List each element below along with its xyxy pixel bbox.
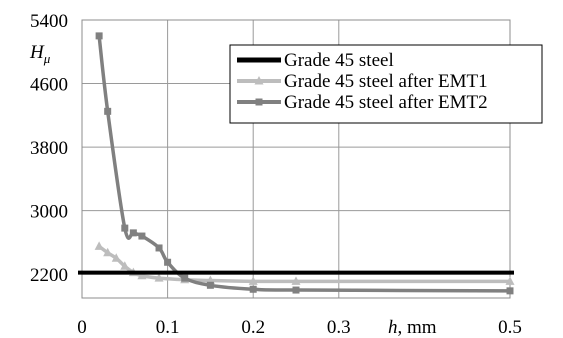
- square-marker-point: [95, 32, 103, 40]
- y-tick-label: 3000: [30, 202, 68, 223]
- square-marker-point: [206, 281, 214, 289]
- legend-label: Grade 45 steel: [284, 50, 394, 71]
- series-line: [97, 35, 511, 293]
- legend-box: [229, 44, 543, 124]
- triangle-marker-point: [254, 76, 264, 85]
- square-marker-point: [138, 232, 146, 240]
- square-marker-point: [164, 258, 172, 266]
- legend-item-1: Grade 45 steel: [237, 50, 394, 71]
- tick-labels: 2200 3000 3800 4600 5400 0 0.1 0.2 0.3 0.5: [30, 11, 522, 338]
- plot-area-frame: [81, 19, 511, 299]
- triangle-marker-point: [154, 273, 164, 282]
- y-tick-label: 4600: [30, 75, 68, 96]
- triangle-marker-point: [94, 241, 104, 250]
- series-2: [94, 241, 515, 285]
- legend-item-2: Grade 45 steel after EMT1: [237, 71, 488, 92]
- y-tick-label: 3800: [30, 138, 68, 159]
- square-marker-point: [121, 224, 129, 232]
- square-marker-point: [249, 285, 257, 293]
- x-tick-label: 0.3: [327, 317, 351, 338]
- square-marker-point: [129, 229, 137, 237]
- legend-label: Grade 45 steel after EMT2: [284, 92, 488, 113]
- x-tick-label: 0.5: [498, 317, 522, 338]
- triangle-marker-point: [120, 261, 130, 270]
- x-axis-unit: , mm: [398, 317, 437, 338]
- y-axis-title: Hμ: [29, 42, 51, 66]
- triangle-marker-point: [111, 253, 121, 262]
- data-series: [78, 32, 515, 295]
- series-3: [95, 32, 514, 295]
- square-marker-point: [155, 244, 163, 252]
- triangle-marker-point: [291, 276, 301, 285]
- y-axis-variable: H: [29, 42, 45, 63]
- x-tick-label: 0.2: [241, 317, 265, 338]
- legend-item-3: Grade 45 steel after EMT2: [237, 92, 488, 113]
- square-marker-point: [104, 107, 112, 115]
- triangle-marker-point: [505, 276, 515, 285]
- square-marker-point: [506, 287, 514, 295]
- triangle-marker-point: [248, 276, 258, 285]
- x-tick-label: 0.1: [156, 317, 180, 338]
- x-tick-label: 0: [77, 317, 87, 338]
- legend-label: Grade 45 steel after EMT1: [284, 71, 488, 92]
- square-marker-point: [255, 98, 263, 106]
- y-tick-label: 5400: [30, 11, 68, 32]
- x-axis-title: h, mm: [388, 317, 437, 338]
- x-axis-variable: h: [388, 317, 398, 338]
- triangle-marker-point: [103, 247, 113, 257]
- y-axis-subscript: μ: [43, 51, 51, 66]
- square-marker-point: [292, 286, 300, 294]
- triangle-marker-point: [137, 270, 147, 280]
- y-tick-label: 2200: [30, 265, 68, 286]
- square-marker-point: [181, 274, 189, 282]
